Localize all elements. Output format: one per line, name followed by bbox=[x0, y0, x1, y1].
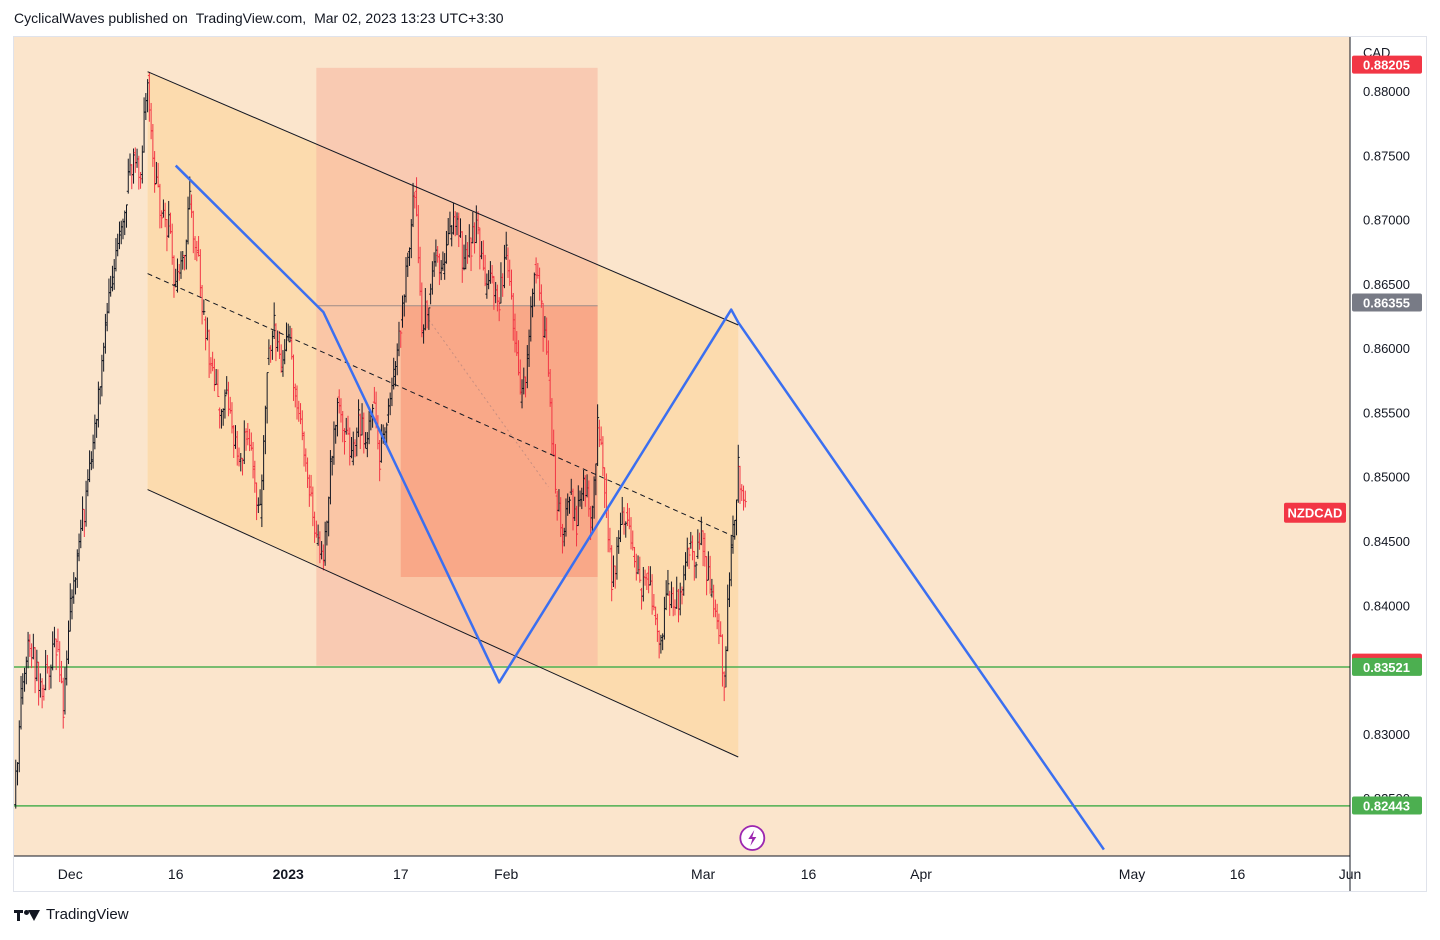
publish-header: CyclicalWaves published on TradingView.c… bbox=[14, 10, 504, 26]
price-tag-label: 0.86355 bbox=[1363, 296, 1410, 311]
y-tick-label: 0.84000 bbox=[1363, 598, 1410, 613]
wave-projection-line bbox=[174, 164, 1105, 851]
channel-lower-line bbox=[147, 489, 739, 758]
plot-area bbox=[14, 67, 1350, 851]
symbol-tag bbox=[1284, 502, 1346, 523]
price-tag-label: 0.88205 bbox=[1363, 58, 1410, 73]
price-tag bbox=[1352, 55, 1422, 74]
price-tag-label: 0.82443 bbox=[1363, 798, 1410, 813]
published-text: published on bbox=[108, 10, 188, 26]
price-tag bbox=[1352, 796, 1422, 815]
y-tick-label: 0.88000 bbox=[1363, 84, 1410, 99]
site-name[interactable]: TradingView.com, bbox=[195, 10, 307, 26]
publish-datetime: Mar 02, 2023 13:23 UTC+3:30 bbox=[314, 10, 504, 26]
tradingview-logo-icon bbox=[14, 908, 40, 922]
y-tick-label: 0.85000 bbox=[1363, 470, 1410, 485]
y-tick-label: 0.83000 bbox=[1363, 727, 1410, 742]
author-name[interactable]: CyclicalWaves bbox=[14, 10, 105, 26]
x-tick-label: May bbox=[1119, 866, 1145, 882]
footer[interactable]: TradingView bbox=[14, 906, 129, 923]
chart-frame[interactable] bbox=[13, 36, 1427, 892]
x-tick-label: 16 bbox=[801, 866, 817, 882]
y-tick-label: 0.87500 bbox=[1363, 148, 1410, 163]
footer-brand: TradingView bbox=[46, 906, 129, 923]
y-tick-label: 0.85500 bbox=[1363, 405, 1410, 420]
x-tick-label: 16 bbox=[1230, 866, 1246, 882]
x-tick-label: Apr bbox=[910, 866, 932, 882]
channel-upper-line bbox=[147, 71, 739, 326]
y-tick-label: 0.84500 bbox=[1363, 534, 1410, 549]
y-tick-label: 0.86500 bbox=[1363, 277, 1410, 292]
x-tick-label: Mar bbox=[691, 866, 715, 882]
price-tag bbox=[1352, 293, 1422, 312]
x-tick-label: 16 bbox=[168, 866, 184, 882]
y-tick-label: 0.86000 bbox=[1363, 341, 1410, 356]
candles bbox=[14, 71, 747, 809]
x-tick-label: 17 bbox=[393, 866, 409, 882]
price-tag-label: 0.83521 bbox=[1363, 660, 1410, 675]
x-tick-label: Feb bbox=[494, 866, 518, 882]
box-diagonal-line bbox=[428, 319, 549, 488]
x-tick-label: Jun bbox=[1339, 866, 1362, 882]
x-tick-label: 2023 bbox=[273, 866, 304, 882]
lightning-bolt-icon bbox=[748, 830, 757, 846]
symbol-tag-label: NZDCAD bbox=[1288, 506, 1343, 521]
price-tag bbox=[1352, 657, 1422, 676]
x-tick-label: Dec bbox=[58, 866, 83, 882]
y-tick-label: 0.87000 bbox=[1363, 213, 1410, 228]
